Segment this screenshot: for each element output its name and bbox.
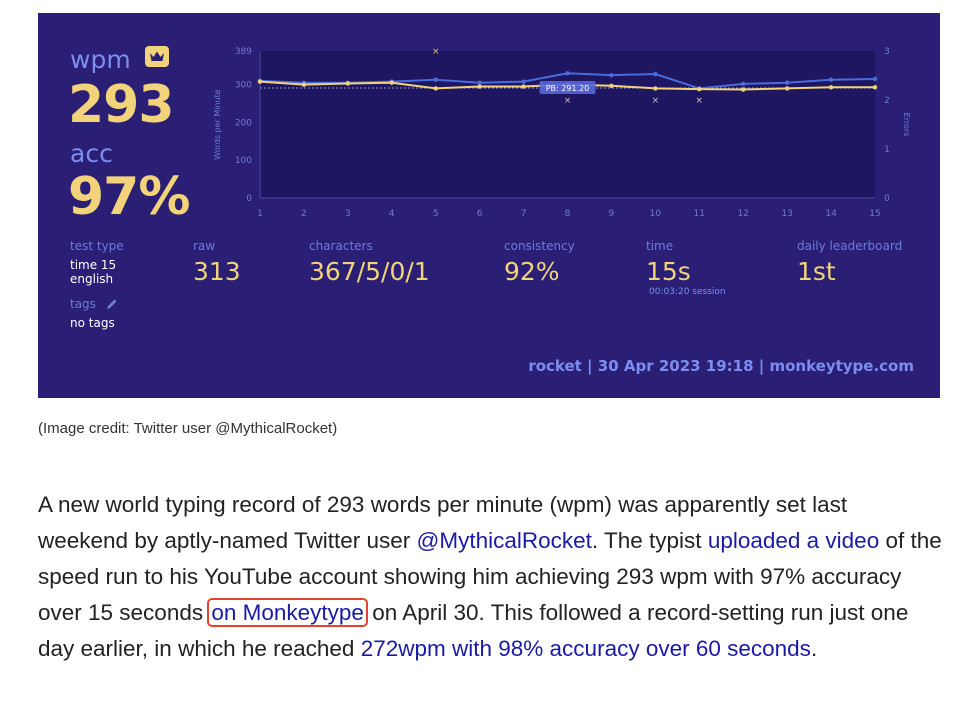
pb-label: PB: 291.20 xyxy=(546,84,590,93)
wpm-value: 293 xyxy=(68,75,175,135)
series-point xyxy=(345,81,351,86)
y2-tick-label: 1 xyxy=(884,145,890,155)
x-tick-label: 9 xyxy=(609,209,615,219)
series-point xyxy=(477,80,482,85)
tags-label: tags xyxy=(70,297,96,311)
x-tick-label: 6 xyxy=(477,209,483,219)
x-tick-label: 10 xyxy=(650,209,662,219)
monkeytype-link[interactable]: on Monkeytype xyxy=(207,598,368,627)
article-text-2: . The typist xyxy=(591,528,708,553)
y2-tick-label: 0 xyxy=(884,194,890,204)
chart-plot-area xyxy=(260,51,875,198)
y-tick-label: 300 xyxy=(235,81,252,91)
mythicalrocket-link[interactable]: @MythicalRocket xyxy=(416,528,592,553)
x-tick-label: 13 xyxy=(781,209,792,219)
series-point xyxy=(389,80,394,85)
y2-tick-label: 3 xyxy=(884,47,890,57)
x-tick-label: 7 xyxy=(521,209,527,219)
y-tick-label: 0 xyxy=(246,194,252,204)
image-caption: (Image credit: Twitter user @MythicalRoc… xyxy=(38,420,338,437)
y-tick-label: 389 xyxy=(235,47,252,57)
session-time: 00:03:20 session xyxy=(649,287,726,297)
series-point xyxy=(741,87,746,92)
x-tick-label: 15 xyxy=(869,209,880,219)
test-type-label: test type xyxy=(70,239,124,253)
series-point xyxy=(828,85,834,90)
series-point xyxy=(653,71,658,77)
test-type-value-1: time 15 xyxy=(70,258,117,272)
pb-label-box xyxy=(539,80,596,94)
y2-tick-label: 2 xyxy=(884,96,890,106)
error-marker: × xyxy=(432,47,440,57)
article-text-4: on April 30. This followed a record-sett… xyxy=(38,600,909,661)
raw-label: raw xyxy=(193,239,216,253)
x-tick-label: 8 xyxy=(565,209,571,219)
series-point xyxy=(433,86,438,91)
acc-value: 97% xyxy=(68,167,190,227)
crown-icon xyxy=(145,46,169,67)
record-272wpm-link[interactable]: 272wpm with 98% accuracy over 60 seconds xyxy=(360,636,811,661)
x-tick-label: 4 xyxy=(389,209,395,219)
y2-axis-label: Errors xyxy=(902,113,911,137)
series-point xyxy=(609,83,614,88)
series-point xyxy=(257,79,263,84)
wpm-label: wpm xyxy=(70,45,131,74)
x-tick-label: 5 xyxy=(433,209,439,219)
series-point xyxy=(609,72,614,78)
error-marker: × xyxy=(652,96,660,106)
consistency-label: consistency xyxy=(504,239,575,253)
error-marker: × xyxy=(696,96,704,106)
characters-label: characters xyxy=(309,239,373,253)
article-text-1: A new world typing record of 293 words p… xyxy=(38,492,848,553)
series-point xyxy=(828,77,834,82)
result-screenshot: wpm 293 acc 97% test type time 15 englis… xyxy=(38,13,940,398)
series-point xyxy=(521,84,526,89)
series-point xyxy=(433,77,438,82)
series-point xyxy=(784,80,790,85)
article-text-3: of the speed run to his YouTube account … xyxy=(38,528,942,625)
leaderboard-label: daily leaderboard xyxy=(797,239,903,253)
consistency-value: 92% xyxy=(504,257,560,286)
uploaded-video-link[interactable]: uploaded a video xyxy=(707,528,880,553)
characters-value: 367/5/0/1 xyxy=(309,257,430,286)
series-point xyxy=(477,84,482,89)
leaderboard-value: 1st xyxy=(797,257,836,286)
footer-text: rocket | 30 Apr 2023 19:18 | monkeytype.… xyxy=(528,357,914,375)
series-point xyxy=(521,79,526,84)
article-paragraph: A new world typing record of 293 words p… xyxy=(38,487,943,667)
pencil-icon xyxy=(107,299,117,309)
x-tick-label: 12 xyxy=(737,209,748,219)
series-point xyxy=(653,86,658,91)
x-tick-label: 14 xyxy=(825,209,837,219)
raw-value: 313 xyxy=(193,257,241,286)
acc-label: acc xyxy=(70,139,113,168)
x-tick-label: 3 xyxy=(345,209,351,219)
y-tick-label: 200 xyxy=(235,118,252,128)
series-point xyxy=(872,85,878,90)
article-text-5: . xyxy=(810,636,818,661)
error-marker: × xyxy=(564,96,572,106)
series-point xyxy=(301,82,307,87)
time-label: time xyxy=(646,239,674,253)
y-tick-label: 100 xyxy=(235,156,252,166)
x-tick-label: 2 xyxy=(301,209,307,219)
series-point xyxy=(741,81,746,87)
test-type-value-2: english xyxy=(70,272,114,286)
series-point xyxy=(784,86,790,91)
x-tick-label: 11 xyxy=(694,209,705,219)
x-tick-label: 1 xyxy=(257,209,263,219)
series-point xyxy=(697,86,702,92)
time-value: 15s xyxy=(646,257,691,286)
series-point xyxy=(565,71,570,76)
tags-value: no tags xyxy=(70,316,115,330)
series-point xyxy=(872,76,878,82)
y-axis-label: Words per Minute xyxy=(213,89,222,160)
